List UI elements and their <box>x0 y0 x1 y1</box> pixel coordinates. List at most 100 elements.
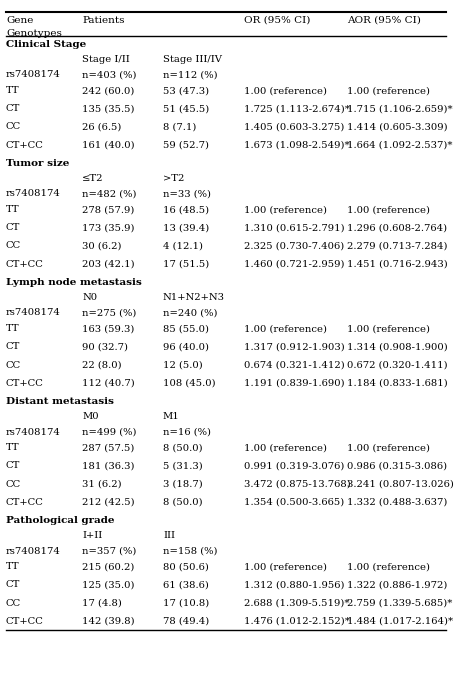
Text: 8 (7.1): 8 (7.1) <box>163 123 196 132</box>
Text: Stage III/IV: Stage III/IV <box>163 55 222 63</box>
Text: 1.484 (1.017-2.164)*: 1.484 (1.017-2.164)* <box>347 617 453 626</box>
Text: 108 (45.0): 108 (45.0) <box>163 379 216 388</box>
Text: 1.00 (reference): 1.00 (reference) <box>347 86 430 95</box>
Text: 1.451 (0.716-2.943): 1.451 (0.716-2.943) <box>347 260 448 269</box>
Text: 16 (48.5): 16 (48.5) <box>163 205 209 214</box>
Text: Gene: Gene <box>6 16 33 25</box>
Text: 1.414 (0.605-3.309): 1.414 (0.605-3.309) <box>347 123 447 132</box>
Text: 26 (6.5): 26 (6.5) <box>82 123 121 132</box>
Text: 278 (57.9): 278 (57.9) <box>82 205 135 214</box>
Text: I+II: I+II <box>82 531 102 540</box>
Text: III: III <box>163 531 175 540</box>
Text: Clinical Stage: Clinical Stage <box>6 40 86 49</box>
Text: 1.00 (reference): 1.00 (reference) <box>244 205 327 214</box>
Text: 78 (49.4): 78 (49.4) <box>163 617 209 626</box>
Text: 163 (59.3): 163 (59.3) <box>82 324 135 333</box>
Text: TT: TT <box>6 443 19 452</box>
Text: 125 (35.0): 125 (35.0) <box>82 580 135 589</box>
Text: 212 (42.5): 212 (42.5) <box>82 498 135 507</box>
Text: n=16 (%): n=16 (%) <box>163 428 211 436</box>
Text: 1.00 (reference): 1.00 (reference) <box>347 562 430 572</box>
Text: n=33 (%): n=33 (%) <box>163 190 211 198</box>
Text: Lymph node metastasis: Lymph node metastasis <box>6 278 142 287</box>
Text: 142 (39.8): 142 (39.8) <box>82 617 135 626</box>
Text: 1.314 (0.908-1.900): 1.314 (0.908-1.900) <box>347 342 448 351</box>
Text: 1.673 (1.098-2.549)*: 1.673 (1.098-2.549)* <box>244 140 349 149</box>
Text: 4 (12.1): 4 (12.1) <box>163 241 203 250</box>
Text: CT: CT <box>6 223 20 233</box>
Text: 1.00 (reference): 1.00 (reference) <box>244 562 327 572</box>
Text: 1.354 (0.500-3.665): 1.354 (0.500-3.665) <box>244 498 344 507</box>
Text: 0.674 (0.321-1.412): 0.674 (0.321-1.412) <box>244 361 345 370</box>
Text: 90 (32.7): 90 (32.7) <box>82 342 128 351</box>
Text: 215 (60.2): 215 (60.2) <box>82 562 135 572</box>
Text: 3.472 (0.875-13.768): 3.472 (0.875-13.768) <box>244 479 350 488</box>
Text: CT+CC: CT+CC <box>6 379 44 388</box>
Text: 1.312 (0.880-1.956): 1.312 (0.880-1.956) <box>244 580 344 589</box>
Text: Pathological grade: Pathological grade <box>6 516 114 525</box>
Text: 0.986 (0.315-3.086): 0.986 (0.315-3.086) <box>347 462 447 471</box>
Text: 1.184 (0.833-1.681): 1.184 (0.833-1.681) <box>347 379 448 388</box>
Text: 181 (36.3): 181 (36.3) <box>82 462 135 471</box>
Text: 8 (50.0): 8 (50.0) <box>163 443 202 452</box>
Text: 0.991 (0.319-3.076): 0.991 (0.319-3.076) <box>244 462 344 471</box>
Text: 51 (45.5): 51 (45.5) <box>163 104 209 113</box>
Text: 1.310 (0.615-2.791): 1.310 (0.615-2.791) <box>244 223 345 233</box>
Text: N0: N0 <box>82 293 97 302</box>
Text: TT: TT <box>6 324 19 333</box>
Text: n=275 (%): n=275 (%) <box>82 308 137 318</box>
Text: rs7408174: rs7408174 <box>6 190 61 198</box>
Text: 1.664 (1.092-2.537)*: 1.664 (1.092-2.537)* <box>347 140 453 149</box>
Text: 31 (6.2): 31 (6.2) <box>82 479 122 488</box>
Text: CC: CC <box>6 241 21 250</box>
Text: 2.279 (0.713-7.284): 2.279 (0.713-7.284) <box>347 241 447 250</box>
Text: 85 (55.0): 85 (55.0) <box>163 324 209 333</box>
Text: Distant metastasis: Distant metastasis <box>6 397 114 406</box>
Text: ≤T2: ≤T2 <box>82 174 104 183</box>
Text: n=403 (%): n=403 (%) <box>82 70 137 79</box>
Text: 17 (10.8): 17 (10.8) <box>163 599 209 608</box>
Text: 61 (38.6): 61 (38.6) <box>163 580 209 589</box>
Text: rs7408174: rs7408174 <box>6 546 61 556</box>
Text: 13 (39.4): 13 (39.4) <box>163 223 209 233</box>
Text: 112 (40.7): 112 (40.7) <box>82 379 135 388</box>
Text: CT+CC: CT+CC <box>6 498 44 507</box>
Text: 1.00 (reference): 1.00 (reference) <box>244 443 327 452</box>
Text: 3.241 (0.807-13.026): 3.241 (0.807-13.026) <box>347 479 454 488</box>
Text: Stage I/II: Stage I/II <box>82 55 130 63</box>
Text: 1.322 (0.886-1.972): 1.322 (0.886-1.972) <box>347 580 447 589</box>
Text: 1.317 (0.912-1.903): 1.317 (0.912-1.903) <box>244 342 345 351</box>
Text: 59 (52.7): 59 (52.7) <box>163 140 209 149</box>
Text: CT+CC: CT+CC <box>6 260 44 269</box>
Text: 17 (51.5): 17 (51.5) <box>163 260 209 269</box>
Text: 3 (18.7): 3 (18.7) <box>163 479 203 488</box>
Text: 1.00 (reference): 1.00 (reference) <box>347 205 430 214</box>
Text: 1.460 (0.721-2.959): 1.460 (0.721-2.959) <box>244 260 344 269</box>
Text: Tumor size: Tumor size <box>6 159 69 168</box>
Text: TT: TT <box>6 562 19 572</box>
Text: 96 (40.0): 96 (40.0) <box>163 342 209 351</box>
Text: 12 (5.0): 12 (5.0) <box>163 361 203 370</box>
Text: 1.332 (0.488-3.637): 1.332 (0.488-3.637) <box>347 498 447 507</box>
Text: 22 (8.0): 22 (8.0) <box>82 361 122 370</box>
Text: 1.00 (reference): 1.00 (reference) <box>244 324 327 333</box>
Text: 1.191 (0.839-1.690): 1.191 (0.839-1.690) <box>244 379 345 388</box>
Text: TT: TT <box>6 86 19 95</box>
Text: n=112 (%): n=112 (%) <box>163 70 218 79</box>
Text: CT+CC: CT+CC <box>6 617 44 626</box>
Text: CT: CT <box>6 580 20 589</box>
Text: TT: TT <box>6 205 19 214</box>
Text: 1.476 (1.012-2.152)*: 1.476 (1.012-2.152)* <box>244 617 350 626</box>
Text: 242 (60.0): 242 (60.0) <box>82 86 135 95</box>
Text: >T2: >T2 <box>163 174 184 183</box>
Text: rs7408174: rs7408174 <box>6 70 61 79</box>
Text: rs7408174: rs7408174 <box>6 308 61 318</box>
Text: 287 (57.5): 287 (57.5) <box>82 443 135 452</box>
Text: CT: CT <box>6 342 20 351</box>
Text: 161 (40.0): 161 (40.0) <box>82 140 135 149</box>
Text: 1.405 (0.603-3.275): 1.405 (0.603-3.275) <box>244 123 344 132</box>
Text: 2.759 (1.339-5.685)*: 2.759 (1.339-5.685)* <box>347 599 452 608</box>
Text: 135 (35.5): 135 (35.5) <box>82 104 135 113</box>
Text: rs7408174: rs7408174 <box>6 428 61 436</box>
Text: CC: CC <box>6 123 21 132</box>
